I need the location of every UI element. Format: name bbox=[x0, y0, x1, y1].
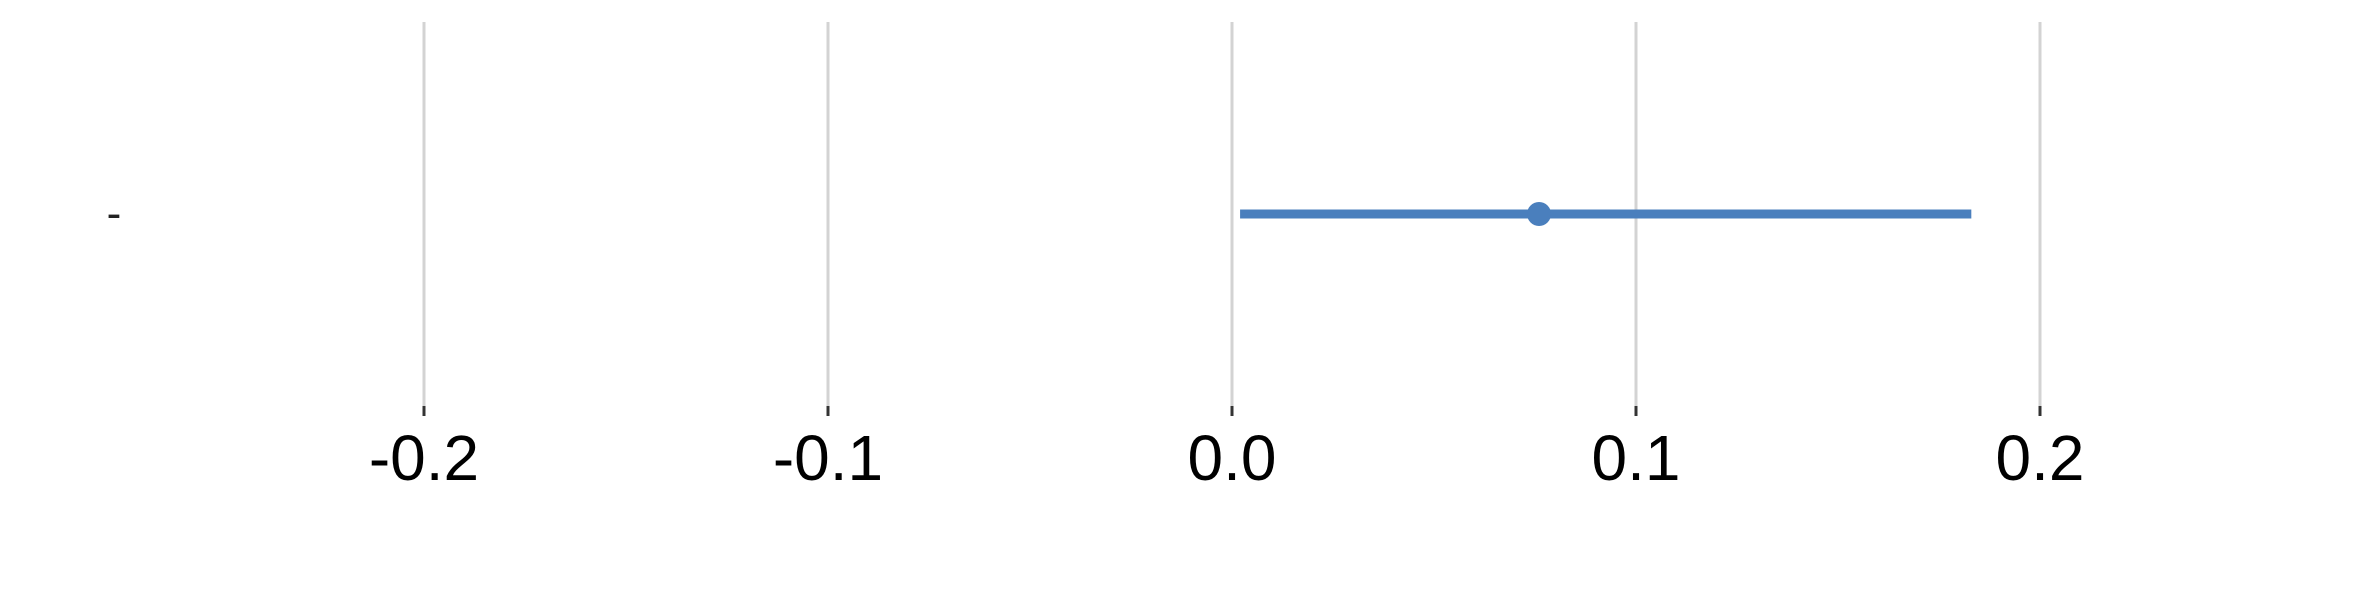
x-tick-label: -0.1 bbox=[773, 422, 883, 494]
point-estimate bbox=[1527, 202, 1552, 226]
series-estimate bbox=[1240, 202, 1972, 226]
x-tick-label: 0.1 bbox=[1592, 422, 1681, 494]
y-axis-categories: - bbox=[107, 189, 122, 238]
x-axis: -0.2 -0.1 0.0 0.1 0.2 bbox=[369, 406, 2085, 494]
x-tick-label: 0.0 bbox=[1188, 422, 1277, 494]
x-tick-label: 0.2 bbox=[1996, 422, 2085, 494]
x-tick-label: -0.2 bbox=[369, 422, 479, 494]
y-category-label: - bbox=[107, 189, 122, 238]
grid-lines bbox=[422, 22, 2042, 406]
